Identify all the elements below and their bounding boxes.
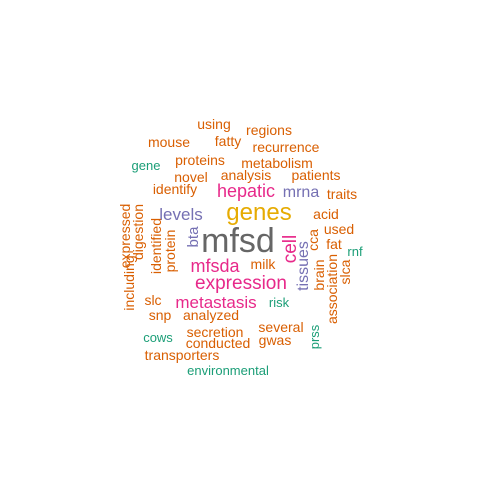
word-slc: slc (144, 292, 161, 308)
word-conducted: conducted (186, 335, 251, 351)
word-digestion: digestion (130, 204, 146, 260)
word-mfsda: mfsda (190, 256, 240, 276)
word-genes: genes (226, 199, 291, 226)
word-cca: cca (305, 229, 321, 251)
word-levels: levels (159, 205, 202, 224)
word-proteins: proteins (175, 152, 225, 168)
word-rnf: rnf (347, 244, 363, 259)
word-patients: patients (291, 167, 340, 183)
word-cell: cell (280, 235, 301, 264)
word-secretion: secretion (187, 324, 244, 340)
word-risk: risk (269, 295, 290, 310)
word-expressed: expressed (117, 204, 133, 269)
word-metastasis: metastasis (175, 293, 256, 312)
word-identified: identified (148, 218, 164, 274)
word-mrna: mrna (283, 184, 320, 201)
word-analyzed: analyzed (183, 307, 239, 323)
word-fat: fat (326, 236, 342, 252)
word-traits: traits (327, 186, 357, 202)
word-protein: protein (162, 230, 178, 273)
word-mouse: mouse (148, 134, 190, 150)
word-cows: cows (143, 330, 173, 345)
word-identify: identify (153, 181, 197, 197)
word-slca: slca (337, 259, 353, 284)
word-gwas: gwas (259, 332, 292, 348)
word-gene: gene (132, 158, 161, 173)
word-novel: novel (174, 169, 207, 185)
word-milk: milk (251, 256, 277, 272)
word-analysis: analysis (221, 167, 272, 183)
word-fatty: fatty (215, 133, 241, 149)
word-association: association (324, 254, 340, 324)
word-tissues: tissues (295, 241, 312, 291)
word-several: several (258, 319, 303, 335)
word-transporters: transporters (145, 347, 220, 363)
word-using: using (197, 116, 230, 132)
word-hepatic: hepatic (217, 181, 275, 201)
word-brain: brain (311, 259, 327, 290)
word-acid: acid (313, 206, 339, 222)
word-environmental: environmental (187, 363, 269, 378)
word-snp: snp (149, 307, 172, 323)
word-metabolism: metabolism (241, 155, 313, 171)
word-expression: expression (195, 273, 287, 294)
word-mfsd: mfsd (201, 222, 275, 260)
word-regions: regions (246, 122, 292, 138)
word-including: including (121, 255, 137, 310)
word-recurrence: recurrence (253, 139, 320, 155)
word-prss: prss (307, 324, 322, 349)
word-bta: bta (185, 226, 202, 248)
word-used: used (324, 221, 354, 237)
